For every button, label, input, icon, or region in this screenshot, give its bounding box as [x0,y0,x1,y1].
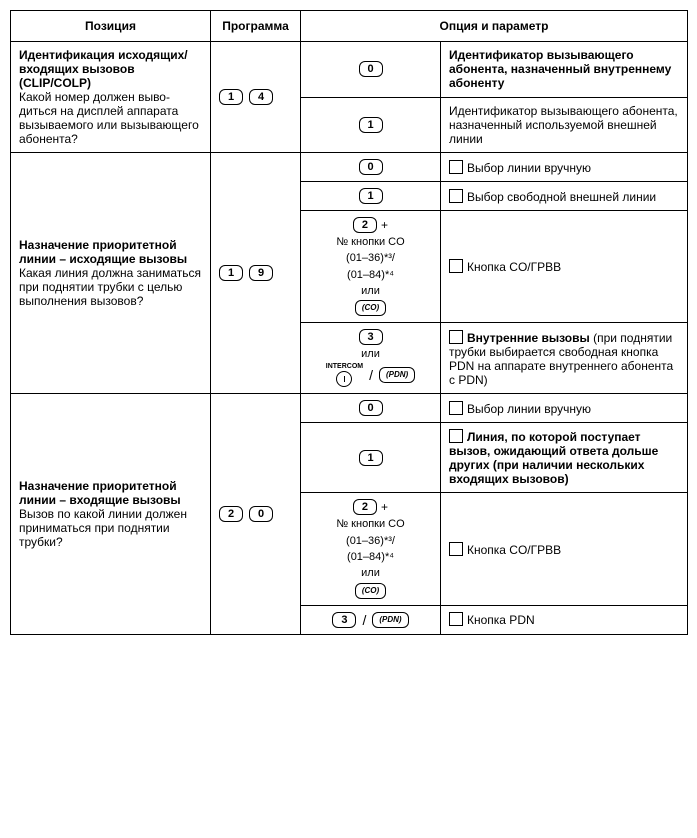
checkbox-icon [449,612,463,626]
param-cell: Кнопка CO/ГРВВ [441,493,688,605]
checkbox-icon [449,189,463,203]
keypad-key: (PDN) [372,612,408,628]
param-cell: Внутренние вызовы (при поднятии трубки в… [441,323,688,394]
position-title: Назначение приоритетной линии – входящие… [19,479,181,507]
param-text: Кнопка PDN [467,613,535,627]
program-cell: 14 [211,42,301,153]
checkbox-icon [449,429,463,443]
keypad-key: 0 [359,159,383,175]
option-cell: 0 [301,394,441,423]
keypad-key: 0 [249,506,273,522]
keypad-key: (CO) [355,583,386,599]
keypad-key: 1 [359,188,383,204]
param-text: Выбор линии вручную [467,161,591,175]
keypad-key: (PDN) [379,367,415,383]
option-cell: 3/(PDN) [301,605,441,634]
param-cell: Кнопка PDN [441,605,688,634]
th-option-param: Опция и параметр [301,11,688,42]
option-cell: 1 [301,423,441,493]
keypad-key: 3 [359,329,383,345]
keypad-key: 1 [359,117,383,133]
position-title: Идентификация исходя­щих/входящих вызово… [19,48,188,90]
param-text: Кнопка CO/ГРВВ [467,543,561,557]
option-cell: 1 [301,97,441,153]
param-text: Идентификатор вызывающего абонента, назн… [449,104,678,146]
table-row: Назначение приоритетной линии – исходящи… [11,153,688,182]
th-program: Программа [211,11,301,42]
param-text: Линия, по которой посту­пает вызов, ожид… [449,430,658,486]
table-row: Идентификация исходя­щих/входящих вызово… [11,42,688,98]
checkbox-icon [449,160,463,174]
param-cell: Выбор линии вручную [441,394,688,423]
keypad-key: 9 [249,265,273,281]
option-cell: 2 +№ кнопки CO(01–36)*³/(01–84)*⁴или(CO) [301,493,441,605]
param-text: Кнопка CO/ГРВВ [467,260,561,274]
option-cell: 2 +№ кнопки CO(01–36)*³/(01–84)*⁴или(CO) [301,211,441,323]
keypad-key: 0 [359,61,383,77]
keypad-key: (CO) [355,300,386,316]
position-cell: Назначение приоритетной линии – входящие… [11,394,211,634]
keypad-key: 2 [353,217,377,233]
option-cell: 1 [301,182,441,211]
keypad-key: 1 [219,265,243,281]
param-cell: Выбор свободной внешней линии [441,182,688,211]
checkbox-icon [449,401,463,415]
option-cell: 3илиINTERCOM/(PDN) [301,323,441,394]
position-desc: Вызов по какой линии должен приниматься … [19,507,187,549]
keypad-key: 2 [219,506,243,522]
table-row: Назначение приоритетной линии – входящие… [11,394,688,423]
position-cell: Идентификация исходя­щих/входящих вызово… [11,42,211,153]
param-cell: Линия, по которой посту­пает вызов, ожид… [441,423,688,493]
program-cell: 19 [211,153,301,394]
param-text: Внутренние вызовы [467,331,590,345]
param-cell: Идентификатор вызываю­щего абонента, наз… [441,42,688,98]
option-cell: 0 [301,42,441,98]
param-cell: Кнопка CO/ГРВВ [441,211,688,323]
settings-table: Позиция Программа Опция и параметр Идент… [10,10,688,635]
keypad-key: 4 [249,89,273,105]
th-position: Позиция [11,11,211,42]
param-text: Идентификатор вызываю­щего абонента, наз… [449,48,671,90]
option-cell: 0 [301,153,441,182]
param-text: Выбор свободной внешней линии [467,190,656,204]
param-cell: Выбор линии вручную [441,153,688,182]
program-cell: 20 [211,394,301,634]
checkbox-icon [449,259,463,273]
keypad-key: 3 [332,612,356,628]
keypad-key: 0 [359,400,383,416]
keypad-key: 2 [353,499,377,515]
intercom-icon: INTERCOM [326,363,363,387]
checkbox-icon [449,330,463,344]
position-title: Назначение приоритетной линии – исходящи… [19,238,187,266]
position-cell: Назначение приоритетной линии – исходящи… [11,153,211,394]
checkbox-icon [449,542,463,556]
param-cell: Идентификатор вызывающего абонента, назн… [441,97,688,153]
param-text: Выбор линии вручную [467,402,591,416]
position-desc: Какой номер должен выво­диться на диспле… [19,90,199,146]
keypad-key: 1 [219,89,243,105]
keypad-key: 1 [359,450,383,466]
position-desc: Какая линия должна зани­маться при подня… [19,266,201,308]
